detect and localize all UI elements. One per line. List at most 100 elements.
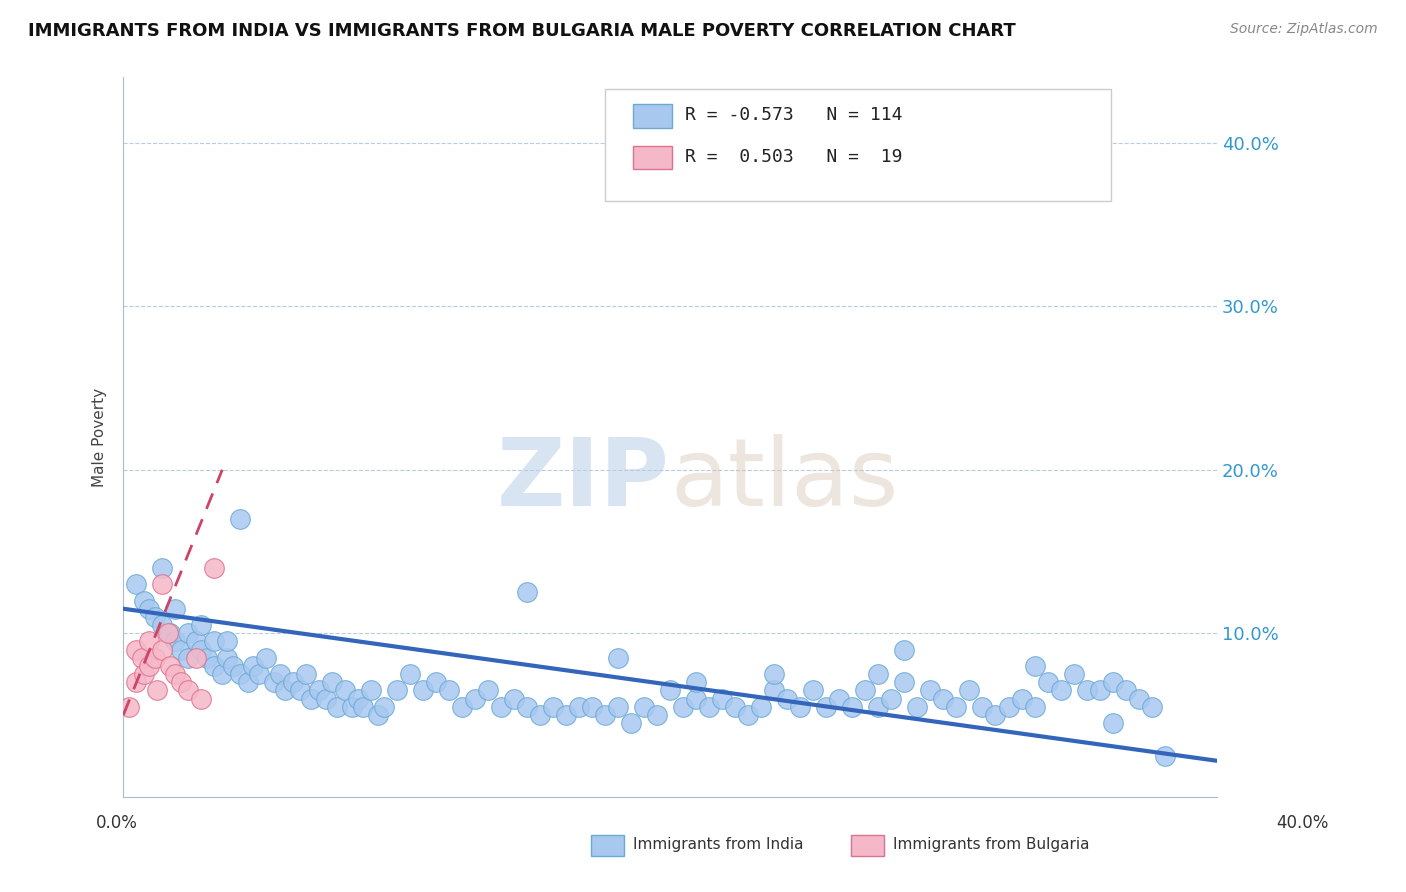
Point (159, 659, 181, 673)
Point (190, 642, 212, 657)
Point (190, 618, 212, 632)
Point (352, 699, 374, 714)
Point (360, 683, 382, 698)
Point (749, 699, 772, 714)
Point (367, 708, 389, 723)
Text: 40.0%: 40.0% (1277, 814, 1329, 831)
Point (593, 708, 616, 723)
Point (146, 683, 169, 698)
Point (568, 699, 591, 714)
Point (437, 683, 460, 698)
Point (672, 699, 695, 714)
Point (247, 667, 270, 681)
Point (581, 699, 603, 714)
Point (134, 667, 156, 681)
Point (502, 691, 524, 706)
Point (125, 675, 148, 690)
Point (204, 561, 226, 575)
Point (880, 691, 903, 706)
Point (659, 683, 682, 698)
Point (450, 699, 472, 714)
Point (217, 634, 239, 648)
Point (143, 610, 166, 624)
Point (801, 683, 824, 698)
Point (1153, 748, 1175, 763)
Point (190, 691, 212, 706)
Point (385, 683, 408, 698)
Point (281, 675, 304, 690)
Point (131, 650, 153, 665)
Point (1024, 659, 1046, 673)
Text: ZIP: ZIP (498, 434, 671, 526)
Point (156, 626, 179, 640)
Text: Source: ZipAtlas.com: Source: ZipAtlas.com (1230, 22, 1378, 37)
Point (238, 675, 260, 690)
Point (177, 683, 200, 698)
Point (315, 691, 337, 706)
Point (711, 691, 734, 706)
Point (1128, 691, 1150, 706)
Point (685, 675, 707, 690)
Point (177, 650, 200, 665)
Point (138, 659, 160, 673)
Point (165, 667, 187, 681)
Point (211, 667, 233, 681)
Point (229, 512, 252, 526)
Point (893, 642, 915, 657)
Point (853, 683, 876, 698)
Point (125, 577, 148, 591)
Point (294, 667, 316, 681)
Point (645, 708, 668, 723)
Text: atlas: atlas (671, 434, 898, 526)
Y-axis label: Male Poverty: Male Poverty (93, 387, 107, 487)
Point (776, 691, 799, 706)
Point (150, 561, 173, 575)
Point (159, 626, 181, 640)
Point (945, 699, 967, 714)
Point (150, 577, 173, 591)
Point (620, 716, 643, 731)
Point (308, 683, 330, 698)
Point (1101, 675, 1123, 690)
Point (373, 699, 395, 714)
Point (1088, 683, 1111, 698)
Point (221, 659, 243, 673)
Point (134, 593, 156, 607)
Text: Immigrants from Bulgaria: Immigrants from Bulgaria (893, 838, 1090, 852)
Point (1101, 716, 1123, 731)
Point (607, 699, 630, 714)
Point (1076, 683, 1098, 698)
Point (972, 699, 994, 714)
Point (204, 634, 226, 648)
Point (763, 667, 786, 681)
Point (1049, 683, 1071, 698)
Point (326, 699, 349, 714)
Point (554, 708, 576, 723)
Point (1140, 699, 1163, 714)
Point (685, 691, 707, 706)
Point (529, 708, 551, 723)
Point (1011, 691, 1033, 706)
Point (346, 691, 368, 706)
Point (186, 634, 208, 648)
Text: 0.0%: 0.0% (96, 814, 138, 831)
Point (150, 642, 173, 657)
Point (117, 699, 139, 714)
Point (169, 675, 191, 690)
Point (905, 699, 928, 714)
Point (541, 699, 564, 714)
Text: R = -0.573   N = 114: R = -0.573 N = 114 (685, 106, 903, 124)
Point (269, 667, 291, 681)
Point (516, 585, 538, 599)
Point (263, 675, 285, 690)
Point (516, 699, 538, 714)
Point (138, 601, 160, 615)
Point (138, 634, 160, 648)
Point (489, 699, 512, 714)
Point (815, 699, 838, 714)
Point (737, 708, 759, 723)
Text: IMMIGRANTS FROM INDIA VS IMMIGRANTS FROM BULGARIA MALE POVERTY CORRELATION CHART: IMMIGRANTS FROM INDIA VS IMMIGRANTS FROM… (28, 22, 1017, 40)
Point (195, 650, 218, 665)
Point (217, 650, 239, 665)
Point (828, 691, 851, 706)
